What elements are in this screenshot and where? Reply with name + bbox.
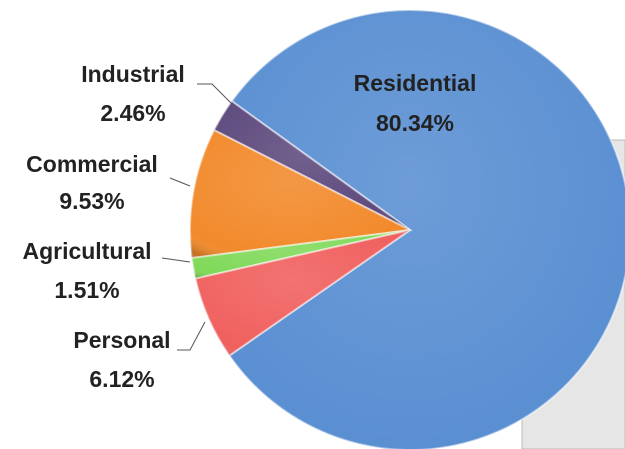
- category-label: Agricultural: [22, 238, 151, 264]
- category-label: Commercial: [26, 151, 158, 177]
- labels: Residential 80.34% Industrial 2.46% Commerci…: [22, 61, 476, 392]
- category-label: Personal: [73, 327, 170, 353]
- slice-shading: [195, 230, 410, 356]
- value-label: 1.51%: [54, 277, 119, 303]
- category-label: Residential: [354, 70, 477, 96]
- slice-shading: [213, 101, 410, 230]
- value-label: 80.34%: [376, 110, 454, 136]
- leader-line: [161, 257, 191, 263]
- value-label: 6.12%: [89, 366, 154, 392]
- slice-shading: [229, 10, 625, 449]
- category-label: Industrial: [81, 61, 185, 87]
- leader-line: [169, 177, 191, 187]
- value-label: 9.53%: [59, 188, 124, 214]
- pie: [189, 9, 625, 449]
- value-label: 2.46%: [100, 100, 165, 126]
- leader-line: [197, 83, 233, 105]
- leader-line: [177, 321, 206, 351]
- slice-shading: [190, 130, 410, 259]
